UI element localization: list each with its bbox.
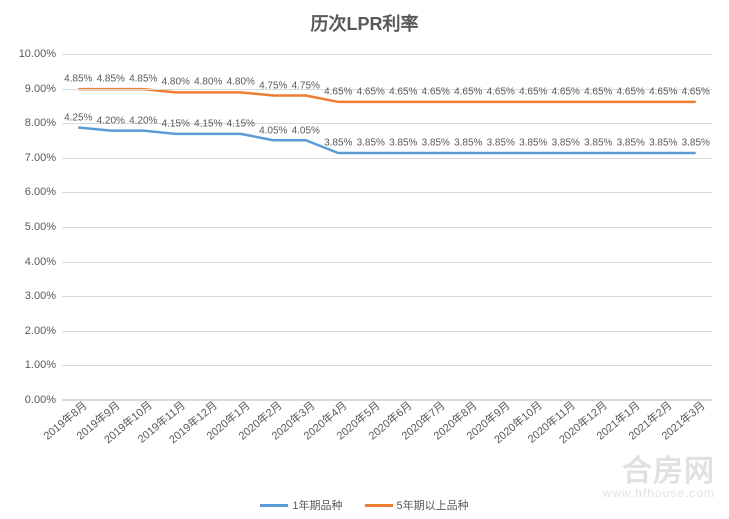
data-label: 4.80%	[194, 77, 222, 88]
data-label: 3.85%	[584, 138, 612, 149]
data-label: 4.05%	[292, 125, 320, 136]
legend-swatch	[260, 504, 288, 507]
data-label: 4.65%	[682, 87, 710, 98]
legend-item: 1年期品种	[260, 497, 342, 513]
data-label: 3.85%	[649, 138, 677, 149]
gridline	[62, 365, 712, 366]
data-label: 4.65%	[519, 87, 547, 98]
data-label: 4.65%	[454, 87, 482, 98]
watermark: 合房网 www.hfhouse.com	[603, 457, 715, 499]
data-label: 4.15%	[162, 119, 190, 130]
legend-label: 1年期品种	[292, 497, 342, 513]
data-label: 4.15%	[194, 119, 222, 130]
legend-swatch	[365, 504, 393, 507]
y-tick-label: 5.00%	[25, 221, 62, 233]
data-label: 4.75%	[292, 80, 320, 91]
data-label: 4.80%	[162, 77, 190, 88]
legend-label: 5年期以上品种	[397, 497, 469, 513]
gridline	[62, 123, 712, 124]
data-label: 3.85%	[454, 138, 482, 149]
data-label: 4.85%	[97, 74, 125, 85]
y-tick-label: 2.00%	[25, 325, 62, 337]
data-label: 4.65%	[584, 87, 612, 98]
data-label: 4.75%	[259, 80, 287, 91]
data-label: 3.85%	[682, 138, 710, 149]
data-label: 4.25%	[64, 112, 92, 123]
gridline	[62, 262, 712, 263]
data-label: 4.15%	[227, 119, 255, 130]
lpr-chart: 历次LPR利率 0.00%1.00%2.00%3.00%4.00%5.00%6.…	[0, 0, 729, 519]
data-label: 4.65%	[324, 87, 352, 98]
data-label: 3.85%	[552, 138, 580, 149]
data-label: 4.65%	[389, 87, 417, 98]
data-label: 4.85%	[129, 74, 157, 85]
legend: 1年期品种 5年期以上品种	[0, 497, 729, 513]
data-label: 4.65%	[357, 87, 385, 98]
data-label: 4.80%	[227, 77, 255, 88]
data-label: 3.85%	[519, 138, 547, 149]
data-label: 4.65%	[487, 87, 515, 98]
y-tick-label: 9.00%	[25, 83, 62, 95]
y-tick-label: 6.00%	[25, 186, 62, 198]
y-tick-label: 0.00%	[25, 394, 62, 406]
gridline	[62, 192, 712, 193]
gridline	[62, 227, 712, 228]
data-label: 3.85%	[487, 138, 515, 149]
data-label: 4.65%	[617, 87, 645, 98]
gridline	[62, 54, 712, 55]
y-tick-label: 4.00%	[25, 256, 62, 268]
data-label: 3.85%	[617, 138, 645, 149]
y-tick-label: 7.00%	[25, 152, 62, 164]
data-label: 3.85%	[324, 138, 352, 149]
data-label: 4.20%	[97, 115, 125, 126]
data-label: 4.20%	[129, 115, 157, 126]
data-label: 4.65%	[422, 87, 450, 98]
data-label: 4.05%	[259, 125, 287, 136]
gridline	[62, 158, 712, 159]
data-label: 4.65%	[649, 87, 677, 98]
legend-item: 5年期以上品种	[365, 497, 469, 513]
y-tick-label: 10.00%	[19, 48, 62, 60]
plot-area: 0.00%1.00%2.00%3.00%4.00%5.00%6.00%7.00%…	[62, 54, 712, 400]
y-tick-label: 1.00%	[25, 359, 62, 371]
gridline	[62, 296, 712, 297]
data-label: 4.65%	[552, 87, 580, 98]
gridline	[62, 89, 712, 90]
y-tick-label: 8.00%	[25, 117, 62, 129]
data-label: 4.85%	[64, 74, 92, 85]
gridline	[62, 400, 712, 401]
watermark-main: 合房网	[603, 457, 715, 487]
data-label: 3.85%	[357, 138, 385, 149]
chart-title: 历次LPR利率	[0, 0, 729, 36]
data-label: 3.85%	[422, 138, 450, 149]
y-tick-label: 3.00%	[25, 290, 62, 302]
data-label: 3.85%	[389, 138, 417, 149]
gridline	[62, 331, 712, 332]
